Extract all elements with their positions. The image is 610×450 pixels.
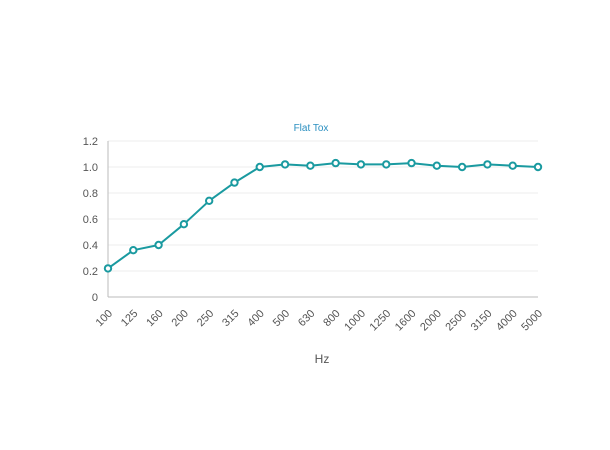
x-tick-label: 125 [119,308,140,329]
series-line [107,162,539,270]
data-point [508,161,517,170]
data-point [306,161,315,170]
x-tick-label: 2500 [443,308,469,334]
data-point [129,246,138,255]
data-point [179,220,189,229]
data-point [154,240,163,250]
y-tick-label: 0.6 [83,214,98,226]
x-tick-label: 200 [170,308,191,329]
x-tick-label: 2000 [418,308,444,334]
y-tick-label: 0.2 [83,266,98,278]
data-point [457,162,467,172]
x-tick-label: 160 [144,308,165,329]
data-point [280,160,290,169]
data-point [255,162,264,172]
x-tick-label: 800 [321,308,342,329]
data-point [432,161,442,170]
y-tick-label: 0 [92,292,98,304]
x-tick-label: 400 [245,308,266,329]
data-point [331,158,340,168]
x-tick-label: 4000 [494,308,520,334]
x-tick-label: 250 [195,308,216,329]
x-tick-labels: 100 125 160 200 250 315 400 500 630 800 1000 1250 16… [94,308,545,334]
data-point [533,162,543,172]
series [103,158,543,273]
gridlines [108,140,538,272]
x-tick-label: 100 [94,308,115,329]
x-tick-label: 5000 [519,308,545,334]
x-tick-label: 630 [296,308,317,329]
data-point [407,158,416,168]
data-point [103,264,113,273]
data-point [204,196,214,206]
x-tick-label: 315 [220,308,241,329]
x-tick-label: 1600 [393,308,419,334]
x-axis-label: Hz [315,352,330,366]
data-point [382,160,391,169]
x-tick-label: 500 [271,308,292,329]
y-tick-label: 0.4 [83,240,98,252]
x-tick-label: 3150 [469,308,495,334]
data-point [230,178,239,187]
data-point [483,160,492,169]
chart-title: Flat Tox [294,123,329,134]
data-point [356,160,366,169]
x-tick-label: 1250 [368,308,394,334]
y-tick-label: 1.2 [83,136,98,148]
y-tick-labels: 0 0.2 0.4 0.6 0.8 1.0 1.2 [83,136,98,304]
y-tick-label: 0.8 [83,188,98,200]
x-tick-label: 1000 [342,308,368,334]
y-tick-label: 1.0 [83,162,98,174]
